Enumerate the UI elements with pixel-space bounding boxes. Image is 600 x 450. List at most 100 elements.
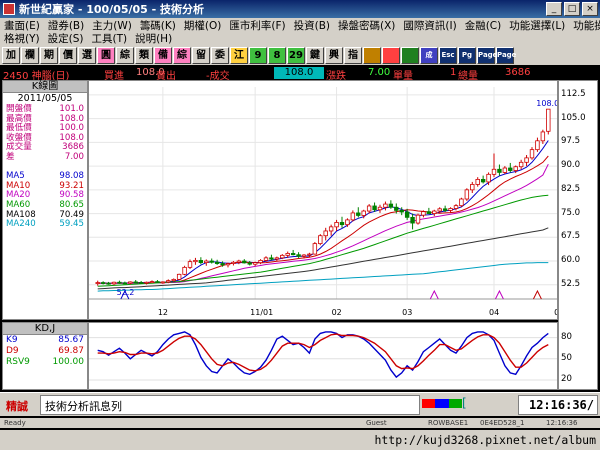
menu-item-7[interactable]: 操盤密碼(X) xyxy=(338,19,396,32)
price-tick-label: 67.5 xyxy=(561,231,581,242)
price-tick-label: 97.5 xyxy=(561,136,581,147)
toolbar-button-20[interactable] xyxy=(382,46,400,64)
date-tick-label: 04 xyxy=(489,308,499,317)
kd-tick-label: 20 xyxy=(561,373,572,384)
diff-value: 7.00 xyxy=(368,67,391,78)
app-icon xyxy=(3,3,15,15)
toolbar-button-9[interactable]: 綜 xyxy=(173,46,191,64)
info-label: 開盤價 xyxy=(6,104,32,114)
kd-value: 69.87 xyxy=(58,346,84,356)
toolbar-button-21[interactable] xyxy=(401,46,419,64)
toolbar-button-7[interactable]: 類 xyxy=(135,46,153,64)
candle-body xyxy=(394,206,399,211)
maximize-button[interactable]: □ xyxy=(564,2,580,16)
toolbar-button-6[interactable]: 綜 xyxy=(116,46,134,64)
message-bar: 精誠 技術分析訊息列 [ 12:16:36/ xyxy=(0,392,600,416)
candle-body xyxy=(236,260,242,263)
candle-body xyxy=(350,212,356,221)
price-tick-label: 105.0 xyxy=(561,112,586,123)
menu-item-5[interactable]: 匯市利率(F) xyxy=(229,19,286,32)
toolbar-button-26[interactable]: Page xyxy=(496,46,516,64)
price-tick-label: 90.0 xyxy=(561,160,581,171)
candle-body xyxy=(339,222,345,226)
menu-item-1[interactable]: 設定(S) xyxy=(47,32,84,45)
toolbar-button-16[interactable]: 鍵 xyxy=(306,46,324,64)
candle-body xyxy=(155,281,160,283)
menu-bar-secondary: 格視(Y) 設定(S) 工具(T) 說明(H) xyxy=(0,31,600,45)
toolbar-button-11[interactable]: 委 xyxy=(211,46,229,64)
candle-body xyxy=(128,281,133,284)
toolbar-button-24[interactable]: Pg xyxy=(458,46,476,64)
close-button[interactable]: × xyxy=(582,2,598,16)
menu-item-8[interactable]: 國際資訊(I) xyxy=(403,19,457,32)
kd-label: RSV9 xyxy=(6,357,30,367)
candle-body xyxy=(470,184,475,191)
candle-body xyxy=(421,211,426,216)
price-tick-label: 60.0 xyxy=(561,255,581,266)
toolbar-button-0[interactable]: 加 xyxy=(2,46,20,64)
toolbar-button-10[interactable]: 留 xyxy=(192,46,210,64)
menu-item-6[interactable]: 投資(B) xyxy=(293,19,331,32)
info-label: 最高價 xyxy=(6,113,32,124)
toolbar-button-15[interactable]: 29 xyxy=(287,46,305,64)
toolbar-button-22[interactable]: 成 xyxy=(420,46,438,64)
toolbar-button-1[interactable]: 欄 xyxy=(21,46,39,64)
menu-item-0[interactable]: 畫面(E) xyxy=(4,19,40,32)
candle-body xyxy=(301,254,307,257)
candle-body xyxy=(117,281,122,284)
toolbar-button-8[interactable]: 備 xyxy=(154,46,172,64)
toolbar-button-3[interactable]: 價 xyxy=(59,46,77,64)
menu-item-0[interactable]: 格視(Y) xyxy=(4,32,40,45)
candle-body xyxy=(464,189,470,200)
kd-indicator-chart[interactable] xyxy=(88,322,558,390)
toolbar-button-19[interactable] xyxy=(363,46,381,64)
toolbar-button-4[interactable]: 選 xyxy=(78,46,96,64)
minimize-button[interactable]: _ xyxy=(546,2,562,16)
clock: 12:16:36/ xyxy=(518,395,598,415)
menu-item-4[interactable]: 期權(O) xyxy=(183,19,222,32)
panel-title: K線圖 xyxy=(3,81,87,93)
toolbar-button-18[interactable]: 指 xyxy=(344,46,362,64)
kd-info-panel: KD,J K9 85.67 D9 69.87 RSV9 100.00 xyxy=(2,322,88,390)
candle-body xyxy=(263,257,269,261)
candle-body xyxy=(410,216,415,224)
candle-body xyxy=(204,260,209,264)
menu-item-3[interactable]: 說明(H) xyxy=(135,32,173,45)
candle-body xyxy=(442,208,448,211)
menu-item-11[interactable]: 功能操作(F) xyxy=(573,19,600,32)
candle-body xyxy=(280,254,285,259)
date-tick-label: 02 xyxy=(332,308,342,317)
menu-item-2[interactable]: 工具(T) xyxy=(91,32,128,45)
status-ready: Ready xyxy=(4,419,26,427)
candle-body xyxy=(404,211,410,218)
menu-item-3[interactable]: 籌碼(K) xyxy=(139,19,176,32)
candle-body xyxy=(187,261,193,268)
menu-item-2[interactable]: 主力(W) xyxy=(92,19,132,32)
last-value: 108.0 xyxy=(274,67,324,79)
date-tick-label: 03 xyxy=(402,308,412,317)
toolbar-button-5[interactable]: 圓 xyxy=(97,46,115,64)
menu-item-9[interactable]: 金融(C) xyxy=(464,19,502,32)
toolbar-button-2[interactable]: 期 xyxy=(40,46,58,64)
ma-line-ma10 xyxy=(97,155,549,284)
info-row: 最高價 108.0 xyxy=(3,113,87,125)
candle-body xyxy=(345,219,350,226)
toolbar-button-25[interactable]: Page xyxy=(477,46,497,64)
info-value: 100.0 xyxy=(59,123,84,134)
toolbar-button-12[interactable]: 江 xyxy=(230,46,248,64)
candle-body xyxy=(285,253,290,256)
info-label: MA108 xyxy=(6,209,36,220)
candle-body xyxy=(176,273,182,280)
toolbar-button-23[interactable]: Esc xyxy=(439,46,457,64)
toolbar-button-14[interactable]: 8 xyxy=(268,46,286,64)
signal-marker xyxy=(429,289,439,300)
menu-item-1[interactable]: 證券(B) xyxy=(47,19,85,32)
menu-item-10[interactable]: 功能選擇(L) xyxy=(509,19,566,32)
candle-body xyxy=(399,210,404,213)
toolbar-button-17[interactable]: 興 xyxy=(325,46,343,64)
ma-line-ma108 xyxy=(97,227,549,290)
toolbar-button-13[interactable]: 9 xyxy=(249,46,267,64)
kd-value: 100.00 xyxy=(52,357,85,367)
title-bar: 新世紀贏家 - 100/05/05 - 技術分析 _ □ × xyxy=(0,0,600,18)
